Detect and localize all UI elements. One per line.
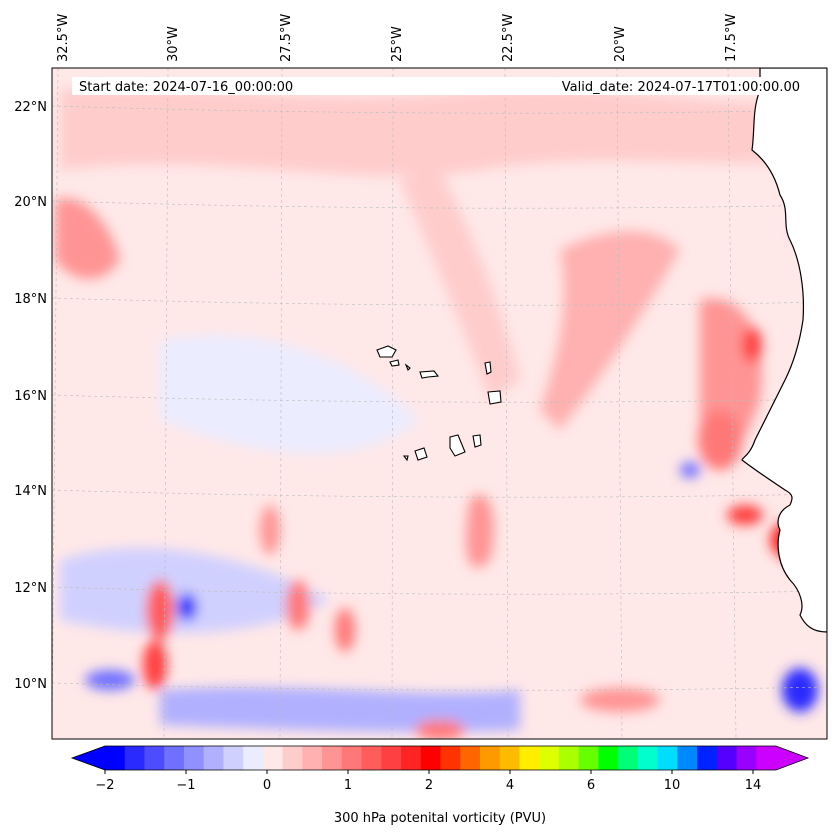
lat-label-12n: 12°N — [14, 581, 47, 596]
colorbar-segment — [223, 746, 244, 770]
colorbar-tick-label: 14 — [745, 778, 762, 793]
pv-west-max — [55, 198, 120, 279]
pv-streak-s-4 — [415, 720, 465, 739]
pv-gambia-max — [727, 505, 763, 525]
colorbar-extend-min — [72, 746, 105, 770]
lon-label-25w: 25°W — [390, 26, 405, 62]
colorbar-segment — [381, 746, 402, 770]
colorbar-segment — [598, 746, 619, 770]
lon-label-27-5w: 27.5°W — [279, 14, 294, 62]
pv-streak-s-3 — [335, 608, 355, 652]
colorbar-tick-label: −2 — [95, 778, 114, 793]
colorbar-tick-label: 6 — [587, 778, 595, 793]
colorbar-tick-label: 1 — [344, 778, 352, 793]
lat-label-22n: 22°N — [14, 100, 47, 115]
colorbar-label: 300 hPa potenital vorticity (PVU) — [334, 811, 546, 826]
colorbar-segment — [203, 746, 224, 770]
pv-band-north — [60, 87, 820, 176]
cape-verde-islands — [376, 345, 502, 462]
colorbar-segment — [341, 746, 363, 770]
lon-label-32-5w: 32.5°W — [56, 14, 71, 62]
lat-label-14n: 14°N — [14, 484, 47, 499]
colorbar-tick-label: 2 — [425, 778, 433, 793]
colorbar-segment — [756, 746, 777, 770]
colorbar-segment — [479, 746, 501, 770]
graticule — [52, 68, 827, 739]
pv-streak-s-2 — [286, 580, 310, 630]
colorbar-segment — [637, 746, 659, 770]
pv-coast-core — [742, 327, 762, 363]
colorbar-tick-label: −1 — [176, 778, 195, 793]
valid-date: Valid_date: 2024-07-17T01:00:00.00 — [562, 80, 800, 95]
colorbar-segment — [282, 746, 303, 770]
colorbar-segment — [697, 746, 718, 770]
pv-neg-sw — [60, 547, 330, 634]
pv-streak-sw-2 — [143, 640, 167, 690]
map-frame — [51, 67, 828, 740]
colorbar-segment — [105, 746, 126, 770]
lat-label-10n: 10°N — [14, 677, 47, 692]
colorbar-segment — [420, 746, 441, 770]
pv-neg-south — [160, 687, 520, 733]
colorbar-segment — [124, 746, 145, 770]
lat-label-20n: 20°N — [14, 195, 47, 210]
colorbar-segment — [440, 746, 461, 770]
lon-label-22-5w: 22.5°W — [501, 14, 516, 62]
colorbar-segment — [302, 746, 323, 770]
pv-neg-core-2 — [85, 670, 135, 690]
colorbar-segment — [736, 746, 757, 770]
colorbar-segment — [657, 746, 678, 770]
pv-neg-core-3 — [782, 668, 818, 712]
pv-streak-s-5 — [580, 688, 660, 712]
pv-streak-1 — [466, 494, 494, 568]
pv-neg-core-1 — [177, 593, 197, 621]
lon-label-30w: 30°W — [166, 26, 181, 62]
colorbar-segment — [578, 746, 599, 770]
colorbar-tick-label: 4 — [506, 778, 514, 793]
colorbar-segment — [401, 746, 422, 770]
colorbar-segment — [361, 746, 382, 770]
colorbar-tick-label: 10 — [664, 778, 681, 793]
pv-coast-core-2 — [698, 410, 742, 470]
start-date: Start date: 2024-07-16_00:00:00 — [79, 80, 293, 95]
colorbar-segment — [322, 746, 343, 770]
africa-coastline — [741, 68, 827, 633]
colorbar-segment — [677, 746, 698, 770]
colorbar-tick-label: 0 — [263, 778, 271, 793]
colorbar-segment — [519, 746, 540, 770]
lat-label-16n: 16°N — [14, 389, 47, 404]
pv-neg-core-4 — [680, 462, 700, 478]
pv-field — [52, 68, 827, 739]
colorbar-segment — [164, 746, 185, 770]
pv-streak-s-1 — [260, 505, 280, 555]
colorbar-segment — [183, 746, 205, 770]
colorbar-segment — [262, 746, 284, 770]
colorbar-segment — [460, 746, 481, 770]
colorbar-segment — [539, 746, 560, 770]
lat-label-18n: 18°N — [14, 292, 47, 307]
colorbar-extend-max — [776, 746, 808, 770]
colorbar-segment — [558, 746, 580, 770]
colorbar: −2 −1 0 1 2 4 6 10 14 — [70, 745, 810, 793]
colorbar-segment — [618, 746, 639, 770]
pv-neg-mid — [160, 334, 420, 454]
date-info-box — [72, 77, 809, 95]
colorbar-segment — [499, 746, 520, 770]
pv-tongue — [400, 170, 520, 400]
lon-label-20w: 20°W — [613, 26, 628, 62]
pv-band-ne — [540, 231, 680, 430]
lon-label-17-5w: 17.5°W — [724, 14, 739, 62]
colorbar-segment — [716, 746, 738, 770]
colorbar-segment — [144, 746, 165, 770]
pv-streak-sw-1 — [146, 580, 174, 640]
colorbar-segment — [243, 746, 264, 770]
